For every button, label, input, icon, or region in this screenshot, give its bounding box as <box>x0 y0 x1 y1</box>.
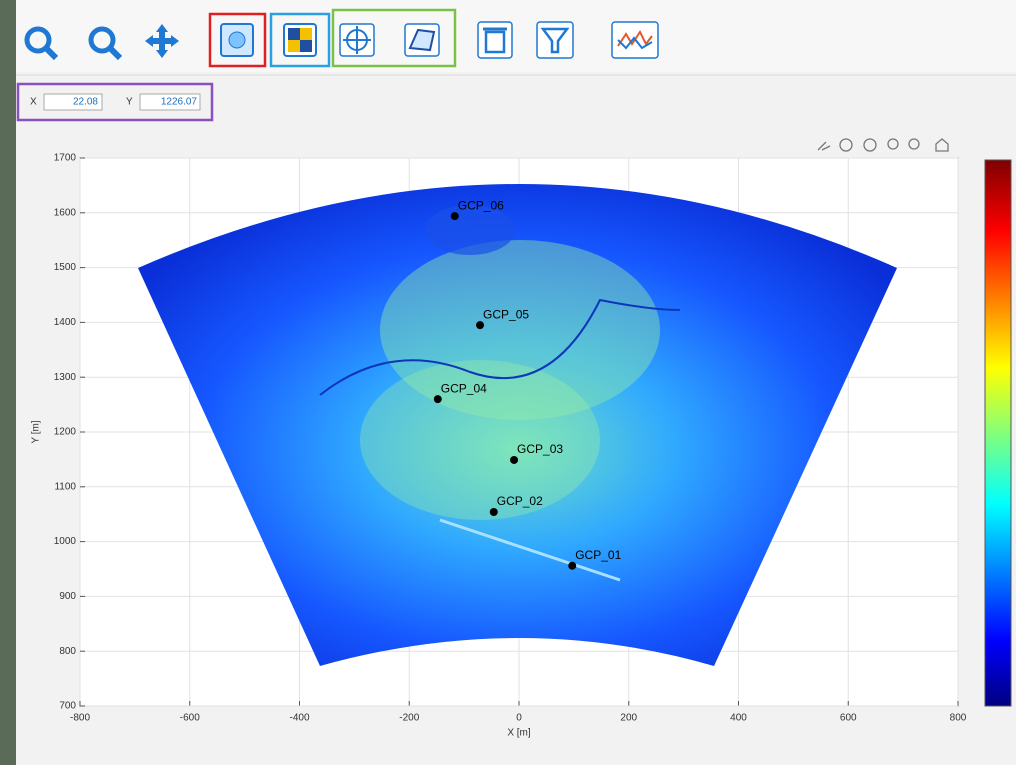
toolbar <box>16 0 1016 75</box>
delete-button[interactable] <box>478 22 512 58</box>
x-tick-label: 800 <box>950 713 967 724</box>
plot-button[interactable] <box>612 22 658 58</box>
y-tick-label: 1600 <box>54 207 77 218</box>
y-tick-label: 800 <box>59 646 76 657</box>
x-axis-label: X [m] <box>507 728 531 739</box>
x-field-label: X <box>30 97 37 108</box>
side-strip <box>0 0 16 765</box>
x-tick-label: 200 <box>620 713 637 724</box>
y-axis-label: Y [m] <box>31 420 42 443</box>
target-button[interactable] <box>340 24 374 56</box>
gcp-label: GCP_04 <box>441 381 487 395</box>
y-tick-label: 700 <box>59 701 76 712</box>
y-tick-label: 1500 <box>54 262 77 273</box>
y-tick-label: 1000 <box>54 536 77 547</box>
gcp-label: GCP_03 <box>517 442 563 456</box>
y-tick-label: 1200 <box>54 427 77 438</box>
y-tick-label: 1700 <box>54 153 77 164</box>
x-field-value: 22.08 <box>73 97 98 108</box>
gcp-point <box>490 508 498 516</box>
gcp-point <box>451 212 459 220</box>
overlay-button[interactable] <box>284 24 316 56</box>
gcp-point <box>434 395 442 403</box>
radar-texture <box>425 205 515 255</box>
y-field-value: 1226.07 <box>161 97 198 108</box>
gcp-label: GCP_05 <box>483 307 529 321</box>
gcp-point <box>510 456 518 464</box>
x-tick-label: -400 <box>289 713 309 724</box>
y-tick-label: 900 <box>59 591 76 602</box>
x-tick-label: 0 <box>516 713 522 724</box>
x-tick-label: -200 <box>399 713 419 724</box>
app-window: X 22.08 Y 1226.07 GCP_01 GCP_02 GCP_03 GCP_… <box>0 0 1016 765</box>
polygon-button[interactable] <box>405 24 439 56</box>
y-tick-label: 1400 <box>54 317 77 328</box>
toolbar-bg <box>16 0 1016 72</box>
y-field-label: Y <box>126 97 133 108</box>
y-tick-label: 1300 <box>54 372 77 383</box>
y-tick-label: 1100 <box>54 481 76 492</box>
gcp-point <box>568 562 576 570</box>
x-tick-label: -800 <box>70 713 90 724</box>
x-tick-label: 400 <box>730 713 747 724</box>
colorbar <box>985 160 1011 706</box>
x-tick-label: 600 <box>840 713 857 724</box>
gcp-label: GCP_02 <box>497 494 543 508</box>
gcp-label: GCP_01 <box>575 548 621 562</box>
gcp-label: GCP_06 <box>458 198 504 212</box>
filter-button[interactable] <box>537 22 573 58</box>
gcp-point <box>476 321 484 329</box>
image-button[interactable] <box>221 24 253 56</box>
x-tick-label: -600 <box>180 713 200 724</box>
